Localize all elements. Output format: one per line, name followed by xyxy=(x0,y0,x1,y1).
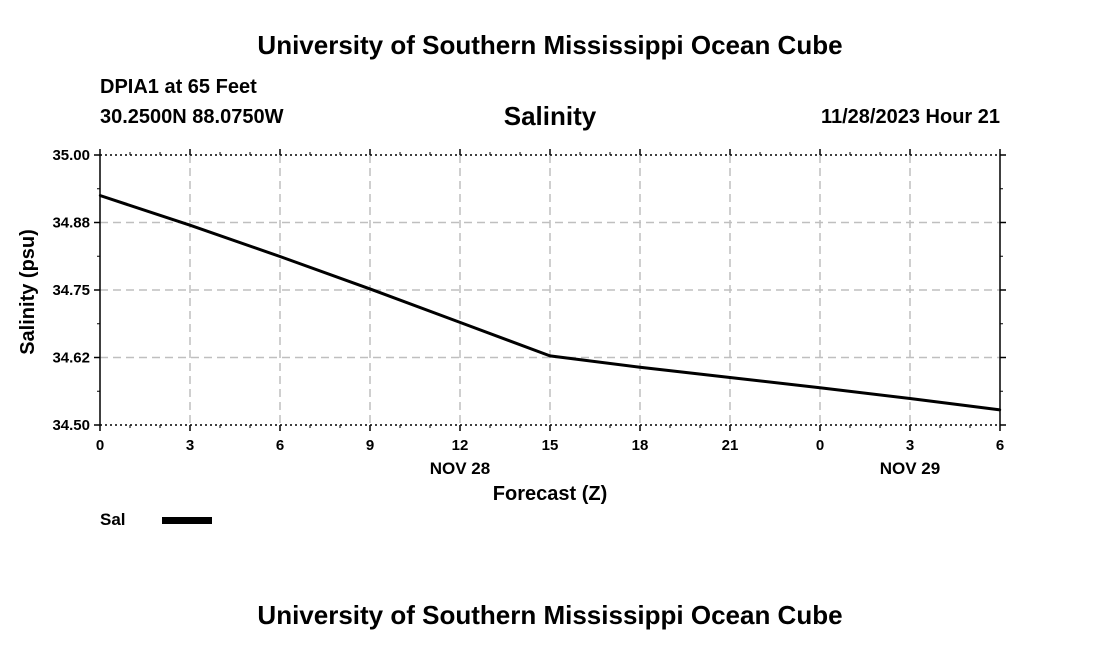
footer-title: University of Southern Mississippi Ocean… xyxy=(257,600,843,630)
legend-swatch xyxy=(162,517,212,524)
x-tick-label: 3 xyxy=(906,437,914,454)
chart-title: Salinity xyxy=(503,101,597,131)
y-tick-label: 34.88 xyxy=(52,215,90,232)
x-axis-title: Forecast (Z) xyxy=(493,483,607,505)
x-tick-label: 6 xyxy=(276,437,284,454)
y-tick-label: 35.00 xyxy=(52,147,90,164)
data-point xyxy=(998,408,1002,412)
forecast-datetime: 11/28/2023 Hour 21 xyxy=(820,106,1000,128)
data-point xyxy=(548,354,552,358)
data-point xyxy=(368,287,372,291)
data-point xyxy=(458,321,462,324)
x-tick-label: 9 xyxy=(366,437,374,454)
page-title: University of Southern Mississippi Ocean… xyxy=(257,30,843,60)
data-point xyxy=(278,255,282,258)
y-tick-label: 34.75 xyxy=(52,282,90,299)
x-tick-label: 6 xyxy=(996,437,1004,454)
x-date-label: NOV 29 xyxy=(880,459,940,478)
y-tick-label: 34.50 xyxy=(52,417,90,434)
data-point xyxy=(188,224,192,227)
y-tick-label: 34.62 xyxy=(52,350,90,367)
legend-label: Sal xyxy=(100,510,126,529)
x-tick-label: 18 xyxy=(632,437,649,454)
x-date-label: NOV 28 xyxy=(430,459,490,478)
data-point xyxy=(638,366,642,369)
station-label: DPIA1 at 65 Feet xyxy=(100,76,257,98)
x-tick-label: 12 xyxy=(452,437,469,454)
x-tick-label: 21 xyxy=(722,437,739,454)
x-tick-label: 0 xyxy=(816,437,824,454)
data-point xyxy=(908,397,912,400)
x-tick-label: 15 xyxy=(542,437,559,454)
x-tick-label: 0 xyxy=(96,437,104,454)
data-point xyxy=(98,194,102,197)
data-point xyxy=(818,386,822,389)
data-point xyxy=(728,376,732,379)
station-coordinates: 30.2500N 88.0750W xyxy=(100,106,284,128)
y-axis-title: Salinity (psu) xyxy=(17,229,39,355)
x-tick-label: 3 xyxy=(186,437,194,454)
